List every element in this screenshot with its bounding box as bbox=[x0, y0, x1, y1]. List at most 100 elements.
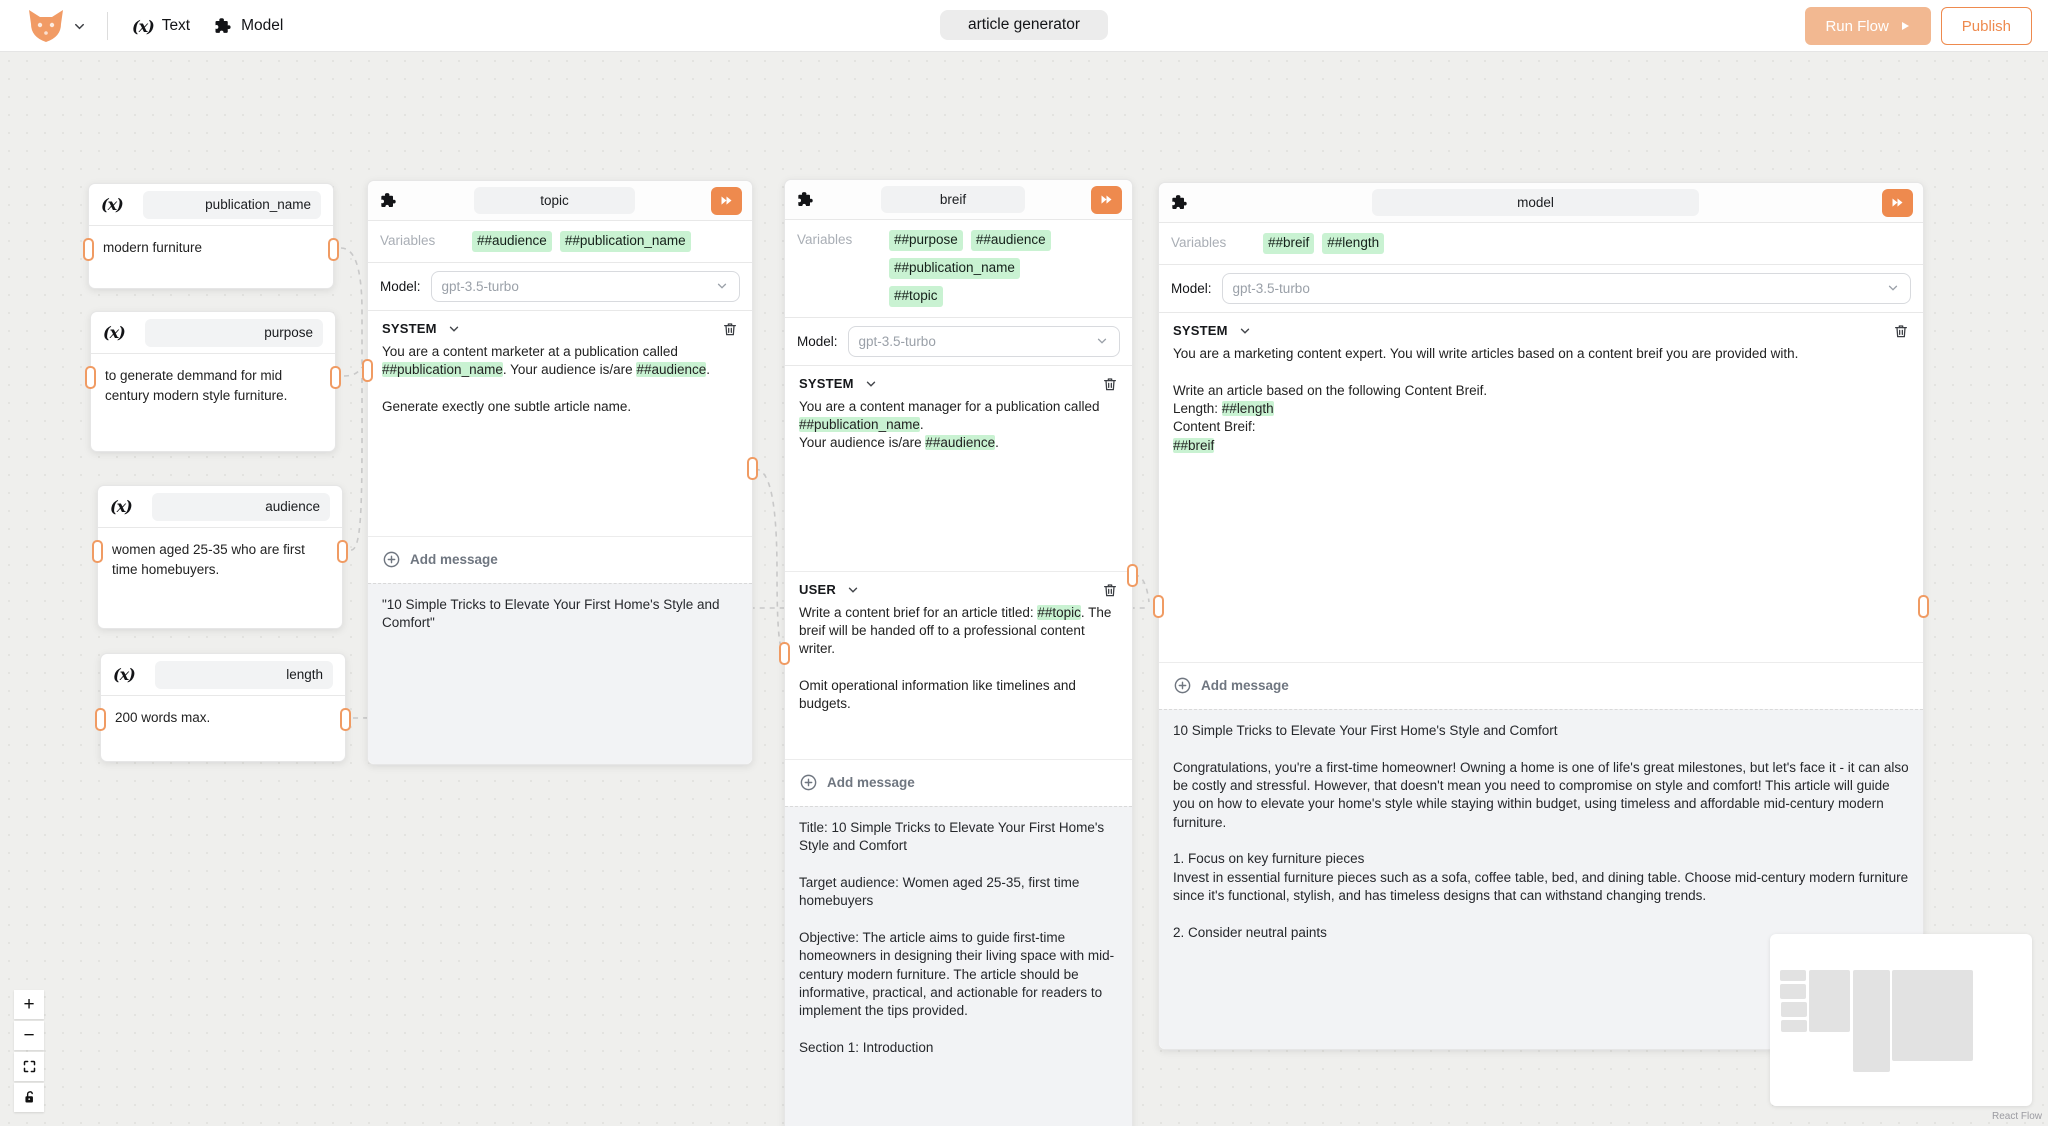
prompt-node-topic[interactable]: topic Variables ##audience ##publication_… bbox=[362, 180, 758, 765]
prompt-message: SYSTEM You are a content marketer at a p… bbox=[368, 311, 752, 537]
text-node-name-input[interactable]: purpose bbox=[145, 318, 323, 347]
connection-handle-right[interactable] bbox=[330, 366, 341, 389]
model-select-value: gpt-3.5-turbo bbox=[1232, 280, 1310, 296]
model-select[interactable]: gpt-3.5-turbo bbox=[847, 325, 1120, 357]
connection-handle-right[interactable] bbox=[337, 540, 348, 563]
message-text-input[interactable]: You are a content manager for a publicat… bbox=[799, 398, 1104, 451]
inline-variable-highlight: ##audience bbox=[636, 362, 707, 378]
connection-handle-right[interactable] bbox=[1127, 564, 1138, 587]
run-node-button[interactable] bbox=[711, 186, 742, 215]
model-select[interactable]: gpt-3.5-turbo bbox=[1221, 272, 1911, 304]
zoom-out-button[interactable]: − bbox=[14, 1021, 44, 1050]
zoom-in-button[interactable]: + bbox=[14, 990, 44, 1019]
trash-icon bbox=[1895, 325, 1907, 338]
text-node-value-input[interactable]: modern furniture bbox=[103, 240, 203, 255]
fit-view-button[interactable] bbox=[14, 1052, 44, 1081]
model-select[interactable]: gpt-3.5-turbo bbox=[430, 270, 740, 302]
delete-message-button[interactable] bbox=[722, 321, 738, 337]
variable-chip-list: ##audience ##publication_name bbox=[472, 231, 691, 252]
connection-handle-left[interactable] bbox=[779, 642, 790, 665]
prompt-node-breif[interactable]: breif Variables ##purpose ##audience ##pub… bbox=[779, 179, 1138, 1126]
connection-handle-right[interactable] bbox=[328, 238, 339, 261]
connection-handle-left[interactable] bbox=[92, 540, 103, 563]
connection-handle-left[interactable] bbox=[85, 366, 96, 389]
connection-handle-right[interactable] bbox=[1918, 595, 1929, 618]
topbar-divider bbox=[107, 12, 108, 40]
prompt-node-model[interactable]: model Variables ##breif ##length Model: g… bbox=[1153, 182, 1929, 1050]
delete-message-button[interactable] bbox=[1102, 582, 1118, 598]
message-header: USER bbox=[799, 582, 1118, 598]
text-node-length[interactable]: (x) length 200 words max. bbox=[95, 653, 351, 762]
connection-handle-left[interactable] bbox=[83, 238, 94, 261]
message-header: SYSTEM bbox=[1173, 323, 1909, 339]
run-flow-button[interactable]: Run Flow bbox=[1805, 7, 1931, 45]
text-node-publication_name[interactable]: (x) publication_name modern furniture bbox=[83, 183, 339, 289]
prompt-message: USER Write a content brief for an articl… bbox=[785, 572, 1132, 760]
text-node-name-input[interactable]: audience bbox=[152, 492, 330, 521]
message-header: SYSTEM bbox=[382, 321, 738, 337]
prompt-node-name-input[interactable]: topic bbox=[474, 187, 635, 214]
prompt-node-header: model bbox=[1159, 183, 1923, 223]
minimap-node bbox=[1780, 970, 1806, 981]
variables-row: Variables ##breif ##length bbox=[1159, 223, 1923, 265]
message-text-input[interactable]: You are a marketing content expert. You … bbox=[1173, 345, 1799, 453]
text-node-name-input[interactable]: publication_name bbox=[143, 190, 321, 219]
text-node-purpose[interactable]: (x) purpose to generate demmand for mid … bbox=[85, 311, 341, 452]
prompt-message: SYSTEM You are a content manager for a p… bbox=[785, 366, 1132, 572]
text-node-name-input[interactable]: length bbox=[155, 660, 333, 689]
run-node-button[interactable] bbox=[1091, 185, 1122, 214]
chevron-down-icon bbox=[75, 23, 84, 29]
add-message-button[interactable]: Add message bbox=[368, 537, 752, 583]
message-text-input[interactable]: Write a content brief for an article tit… bbox=[799, 604, 1112, 712]
edge-publication-topic bbox=[340, 247, 369, 371]
canvas-controls: + − bbox=[14, 990, 44, 1112]
text-node-audience[interactable]: (x) audience women aged 25-35 who are fi… bbox=[92, 485, 348, 629]
chevron-down-icon[interactable] bbox=[447, 322, 461, 336]
delete-message-button[interactable] bbox=[1102, 376, 1118, 392]
topbar: (x) Text Model article generator Run Flo… bbox=[0, 0, 2048, 52]
plus-circle-icon bbox=[1174, 678, 1191, 694]
app-logo-menu[interactable] bbox=[26, 8, 87, 44]
connection-handle-left[interactable] bbox=[95, 708, 106, 731]
variable-chip: ##purpose bbox=[889, 230, 963, 251]
chevron-down-icon[interactable] bbox=[864, 377, 878, 391]
model-label: Model: bbox=[380, 278, 421, 294]
react-flow-attribution[interactable]: React Flow bbox=[1991, 1111, 2042, 1122]
inline-variable-highlight: ##publication_name bbox=[382, 362, 503, 378]
add-text-node-button[interactable]: (x) Text bbox=[128, 11, 194, 42]
flow-canvas[interactable]: (x) publication_name modern furniture (x… bbox=[0, 52, 2048, 1126]
add-message-button[interactable]: Add message bbox=[785, 760, 1132, 806]
message-role-label: SYSTEM bbox=[1173, 323, 1228, 339]
text-node-value-input[interactable]: women aged 25-35 who are first time home… bbox=[112, 542, 305, 577]
add-model-node-button[interactable]: Model bbox=[208, 10, 287, 43]
message-text-input[interactable]: You are a content marketer at a publicat… bbox=[382, 343, 711, 414]
add-message-label: Add message bbox=[410, 552, 498, 568]
minimap-node bbox=[1853, 970, 1890, 1072]
connection-handle-left[interactable] bbox=[1153, 595, 1164, 618]
chevron-down-icon[interactable] bbox=[846, 583, 860, 597]
lock-toggle-button[interactable] bbox=[14, 1083, 44, 1112]
inline-variable-highlight: ##publication_name bbox=[799, 416, 920, 432]
minimap[interactable] bbox=[1770, 934, 2032, 1106]
text-node-header: (x) purpose bbox=[91, 312, 335, 354]
edge-purpose-topic bbox=[343, 366, 363, 377]
node-output: "10 Simple Tricks to Elevate Your First … bbox=[368, 582, 752, 764]
connection-handle-right[interactable] bbox=[747, 457, 758, 480]
publish-button[interactable]: Publish bbox=[1940, 7, 2032, 45]
text-node-value-input[interactable]: to generate demmand for mid century mode… bbox=[105, 368, 288, 403]
chevron-down-icon[interactable] bbox=[1238, 324, 1252, 338]
minimap-node bbox=[1781, 1020, 1807, 1032]
prompt-node-name-input[interactable]: breif bbox=[881, 186, 1025, 213]
variable-chip: ##audience bbox=[970, 230, 1051, 251]
text-node-value-input[interactable]: 200 words max. bbox=[115, 710, 211, 725]
prompt-node-header: topic bbox=[368, 181, 752, 221]
flow-title-input[interactable]: article generator bbox=[939, 10, 1109, 40]
run-node-button[interactable] bbox=[1881, 188, 1913, 217]
prompt-node-name-input[interactable]: model bbox=[1371, 189, 1700, 216]
message-role-label: SYSTEM bbox=[382, 321, 437, 337]
delete-message-button[interactable] bbox=[1893, 323, 1909, 339]
connection-handle-left[interactable] bbox=[362, 359, 373, 382]
connection-handle-right[interactable] bbox=[340, 708, 351, 731]
add-message-button[interactable]: Add message bbox=[1159, 663, 1923, 709]
minimap-node bbox=[1892, 970, 1973, 1061]
